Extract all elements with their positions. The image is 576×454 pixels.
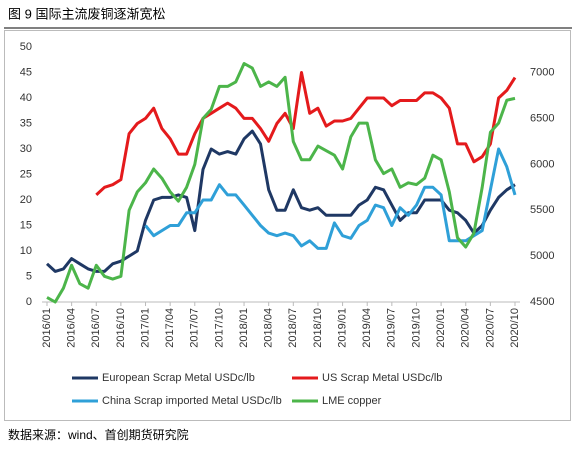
y-tick-label: 25: [20, 168, 32, 180]
y2-tick-label: 5000: [530, 250, 554, 262]
y-tick-label: 50: [20, 41, 32, 53]
series-line: [46, 62, 516, 304]
x-tick-label: 2018/01: [238, 308, 250, 348]
x-tick-label: 2016/07: [90, 308, 102, 348]
series-line: [45, 129, 516, 273]
x-tick-label: 2019/04: [361, 308, 373, 348]
y2-tick-label: 6000: [530, 158, 554, 170]
y2-tick-label: 4500: [530, 296, 554, 308]
x-tick-label: 2018/07: [287, 308, 299, 348]
x-tick-label: 2020/01: [435, 308, 447, 348]
y2-tick-label: 7000: [530, 67, 554, 79]
x-tick-label: 2018/04: [263, 308, 275, 348]
x-tick-label: 2020/04: [460, 308, 472, 348]
y-tick-label: 5: [26, 270, 32, 282]
y-tick-label: 15: [20, 219, 32, 231]
x-tick-label: 2020/07: [484, 308, 496, 348]
source: 数据来源：wind、首创期货研究院: [8, 427, 189, 442]
legend-label: European Scrap Metal USDc/lb: [102, 372, 255, 384]
x-tick-label: 2019/10: [410, 308, 422, 348]
legend-label: LME copper: [322, 395, 382, 407]
x-tick-label: 2016/04: [66, 308, 78, 348]
x-tick-label: 2017/04: [164, 308, 176, 348]
y-tick-label: 20: [20, 194, 32, 206]
y-tick-label: 10: [20, 245, 32, 257]
y-tick-label: 40: [20, 92, 32, 104]
x-tick-label: 2016/10: [115, 308, 127, 348]
x-tick-label: 2018/10: [312, 308, 324, 348]
legend-label: US Scrap Metal USDc/lb: [322, 372, 442, 384]
series-line: [95, 71, 517, 197]
chart-frame: [4, 30, 571, 421]
chart-title: 图 9 国际主流废铜逐渐宽松: [8, 6, 165, 21]
y-tick-label: 30: [20, 143, 32, 155]
x-tick-label: 2019/01: [336, 308, 348, 348]
x-tick-label: 2020/10: [509, 308, 521, 348]
x-tick-label: 2017/10: [213, 308, 225, 348]
y2-tick-label: 6500: [530, 112, 554, 124]
x-tick-label: 2016/01: [41, 308, 53, 348]
y-tick-label: 35: [20, 117, 32, 129]
y2-tick-label: 5500: [530, 204, 554, 216]
x-tick-label: 2017/07: [189, 308, 201, 348]
x-tick-label: 2017/01: [139, 308, 151, 348]
x-tick-label: 2019/07: [386, 308, 398, 348]
series-line: [144, 147, 517, 250]
y-tick-label: 0: [26, 296, 32, 308]
legend-label: China Scrap imported Metal USDc/lb: [102, 395, 282, 407]
y-tick-label: 45: [20, 66, 32, 78]
